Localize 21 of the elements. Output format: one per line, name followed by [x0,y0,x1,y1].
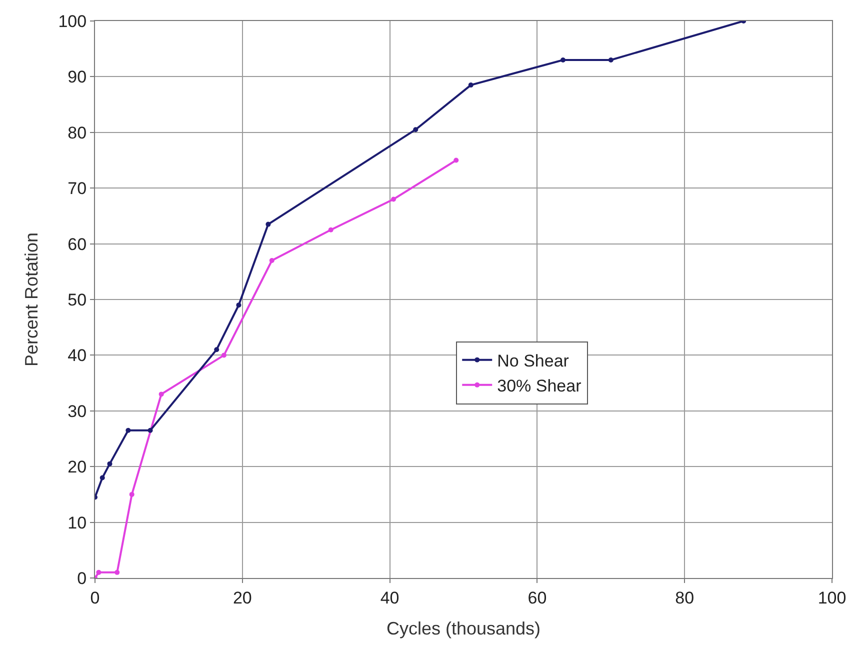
x-tick-label: 0 [90,588,100,608]
x-tick-label: 60 [528,588,547,608]
y-axis-title: Percent Rotation [21,232,42,367]
y-tick-label: 70 [68,179,87,198]
y-tick-label: 90 [68,68,87,87]
y-tick-label: 30 [68,402,87,421]
x-tick-label: 20 [232,588,252,608]
y-tick-label: 80 [68,123,87,142]
y-tick-label: 20 [68,458,87,477]
x-axis-title: Cycles (thousands) [386,618,541,638]
y-tick-label: 50 [68,290,87,310]
x-tick-label: 100 [818,588,846,608]
x-tick-label: 80 [675,588,694,608]
legend-label: No Shear [497,351,570,370]
y-tick-label: 10 [68,513,87,532]
y-tick-label: 100 [58,12,87,31]
y-tick-label: 0 [77,568,87,588]
y-tick-label: 60 [68,234,87,254]
y-tick-label: 40 [68,346,87,366]
legend-label: 30% Shear [497,376,582,396]
x-tick-label: 40 [380,588,400,608]
